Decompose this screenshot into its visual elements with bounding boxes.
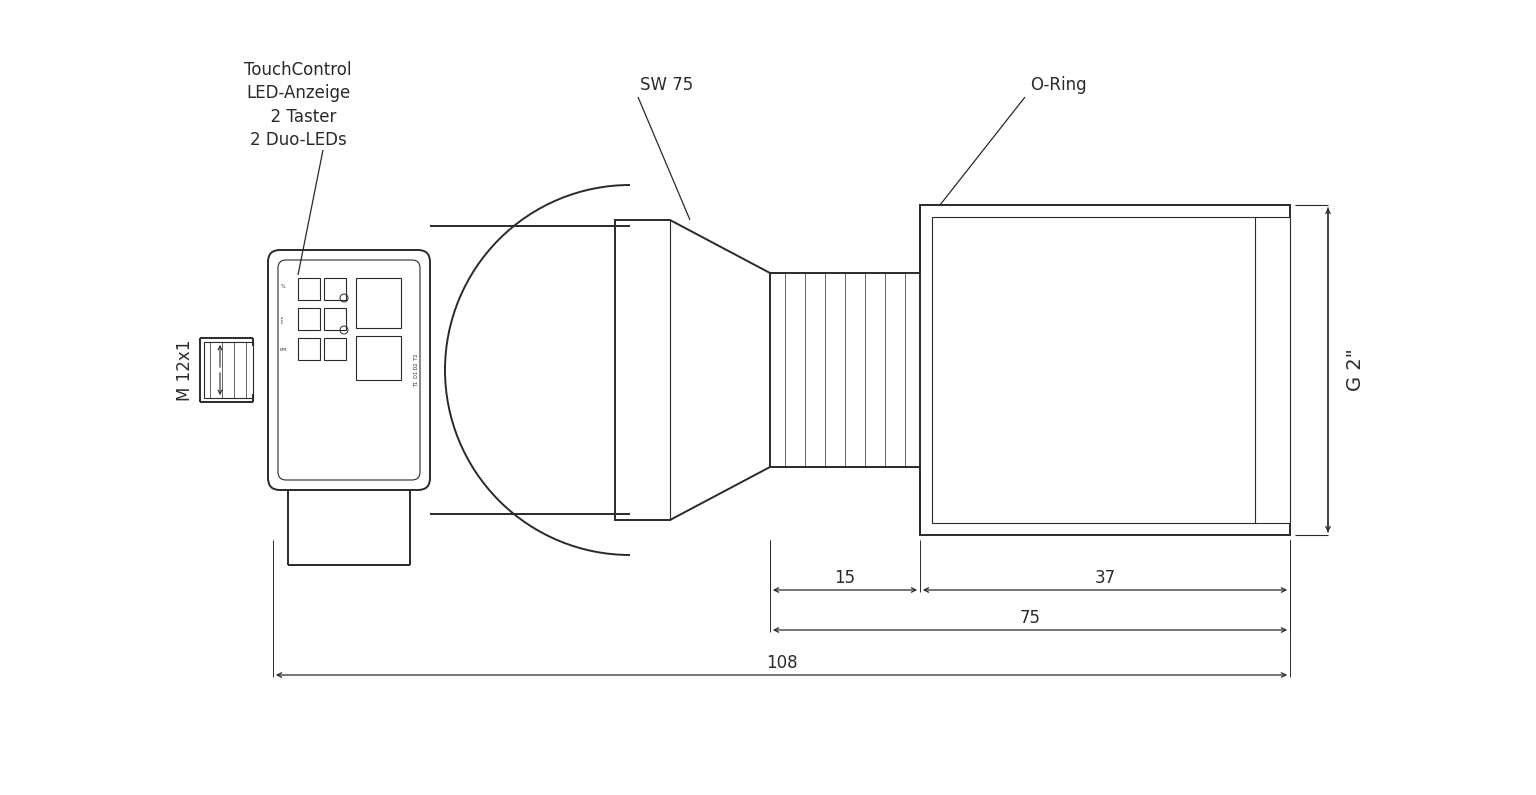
Bar <box>298 308 319 330</box>
Bar <box>920 205 1290 535</box>
Text: TouchControl
LED-Anzeige
  2 Taster
2 Duo-LEDs: TouchControl LED-Anzeige 2 Taster 2 Duo-… <box>244 60 352 149</box>
Text: M 12x1: M 12x1 <box>177 339 194 401</box>
Text: 37: 37 <box>1095 569 1115 587</box>
Bar <box>324 308 346 330</box>
Text: %: % <box>281 284 286 289</box>
Bar <box>356 336 401 380</box>
Bar <box>932 217 1290 523</box>
Text: cm: cm <box>280 347 287 351</box>
Bar <box>204 342 253 398</box>
FancyBboxPatch shape <box>278 260 419 480</box>
FancyBboxPatch shape <box>267 250 430 490</box>
Text: 15: 15 <box>834 569 856 587</box>
Bar <box>324 278 346 300</box>
Bar <box>298 278 319 300</box>
Bar <box>298 338 319 360</box>
Bar <box>324 338 346 360</box>
Text: mm: mm <box>281 315 286 323</box>
Text: 75: 75 <box>1020 609 1040 627</box>
Text: T1  D1 D2  T2: T1 D1 D2 T2 <box>415 353 419 386</box>
Text: G 2": G 2" <box>1347 349 1366 391</box>
Bar <box>356 278 401 328</box>
Text: SW 75: SW 75 <box>641 76 693 94</box>
Text: O-Ring: O-Ring <box>1031 76 1086 94</box>
Text: 108: 108 <box>765 654 797 672</box>
